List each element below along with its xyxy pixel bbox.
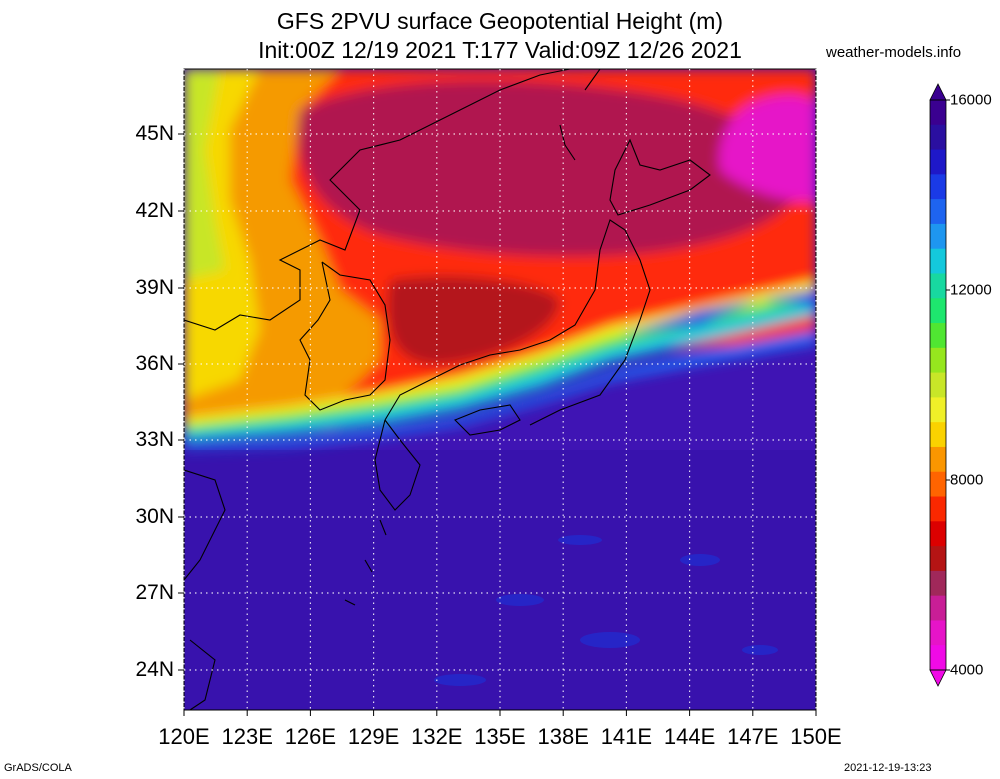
colorbar-swatch (930, 174, 946, 200)
colorbar-label-16000: 16000 (950, 91, 992, 109)
colorbar-swatch (930, 546, 946, 572)
colorbar-frame (929, 99, 947, 671)
colorbar-swatch (930, 521, 946, 547)
colorbar-label-4000: 4000 (950, 661, 984, 679)
lat-label-36n: 36N (135, 352, 174, 375)
colorbar-swatch (930, 248, 946, 274)
colorbar-swatch (930, 570, 946, 597)
render-timestamp: 2021-12-19-13:23 (844, 762, 932, 774)
lon-label-144e: 144E (663, 724, 716, 749)
colorbar-swatch (930, 273, 946, 299)
lon-label-120e: 120E (158, 724, 210, 749)
lon-label-147e: 147E (727, 724, 779, 749)
lat-label-30n: 30N (135, 505, 174, 528)
colorbar-swatch (930, 347, 946, 374)
lon-label-132e: 132E (411, 724, 463, 749)
title-line-1: GFS 2PVU surface Geopotential Height (m) (276, 8, 724, 34)
lon-label-123e: 123E (221, 724, 273, 749)
lat-label-24n: 24N (135, 658, 174, 681)
lon-label-141e: 141E (600, 724, 653, 749)
colorbar-swatch (930, 372, 946, 398)
site-credit: weather-models.info (826, 44, 962, 61)
colorbar-swatch (930, 323, 946, 349)
colorbar-swatch (930, 620, 946, 646)
colorbar (929, 83, 950, 687)
colorbar-label-8000: 8000 (950, 471, 984, 489)
lat-label-45n: 45N (135, 122, 174, 145)
lon-label-129e: 129E (347, 724, 400, 749)
colorbar-swatch (930, 223, 946, 250)
colorbar-swatch (930, 471, 946, 498)
lon-label-135e: 135E (474, 724, 526, 749)
colorbar-bottom-arrow (929, 669, 947, 687)
colorbar-swatch (930, 397, 946, 423)
lat-label-27n: 27N (135, 581, 174, 604)
colorbar-swatch (930, 496, 946, 522)
colorbar-top-arrow (929, 83, 947, 101)
colorbar-swatch (930, 149, 946, 175)
colorbar-swatch (930, 199, 946, 225)
colorbar-label-12000: 12000 (950, 281, 992, 299)
height-field (184, 69, 816, 710)
colorbar-swatch (930, 100, 946, 126)
colorbar-swatch (930, 595, 946, 621)
lon-label-126e: 126E (284, 724, 337, 749)
graticule (178, 69, 817, 716)
coastlines (184, 69, 711, 710)
lon-label-150e: 150E (790, 724, 842, 749)
lat-label-33n: 33N (135, 428, 174, 451)
colorbar-swatch (930, 422, 946, 448)
lon-label-138e: 138E (537, 724, 589, 749)
software-credit: GrADS/COLA (4, 762, 72, 774)
lat-label-42n: 42N (135, 199, 174, 222)
colorbar-swatch (930, 298, 946, 324)
colorbar-swatch (930, 645, 946, 671)
lat-label-39n: 39N (135, 276, 174, 299)
title-line-2: Init:00Z 12/19 2021 T:177 Valid:09Z 12/2… (258, 37, 742, 63)
colorbar-swatch (930, 124, 946, 151)
colorbar-swatch (930, 446, 946, 473)
